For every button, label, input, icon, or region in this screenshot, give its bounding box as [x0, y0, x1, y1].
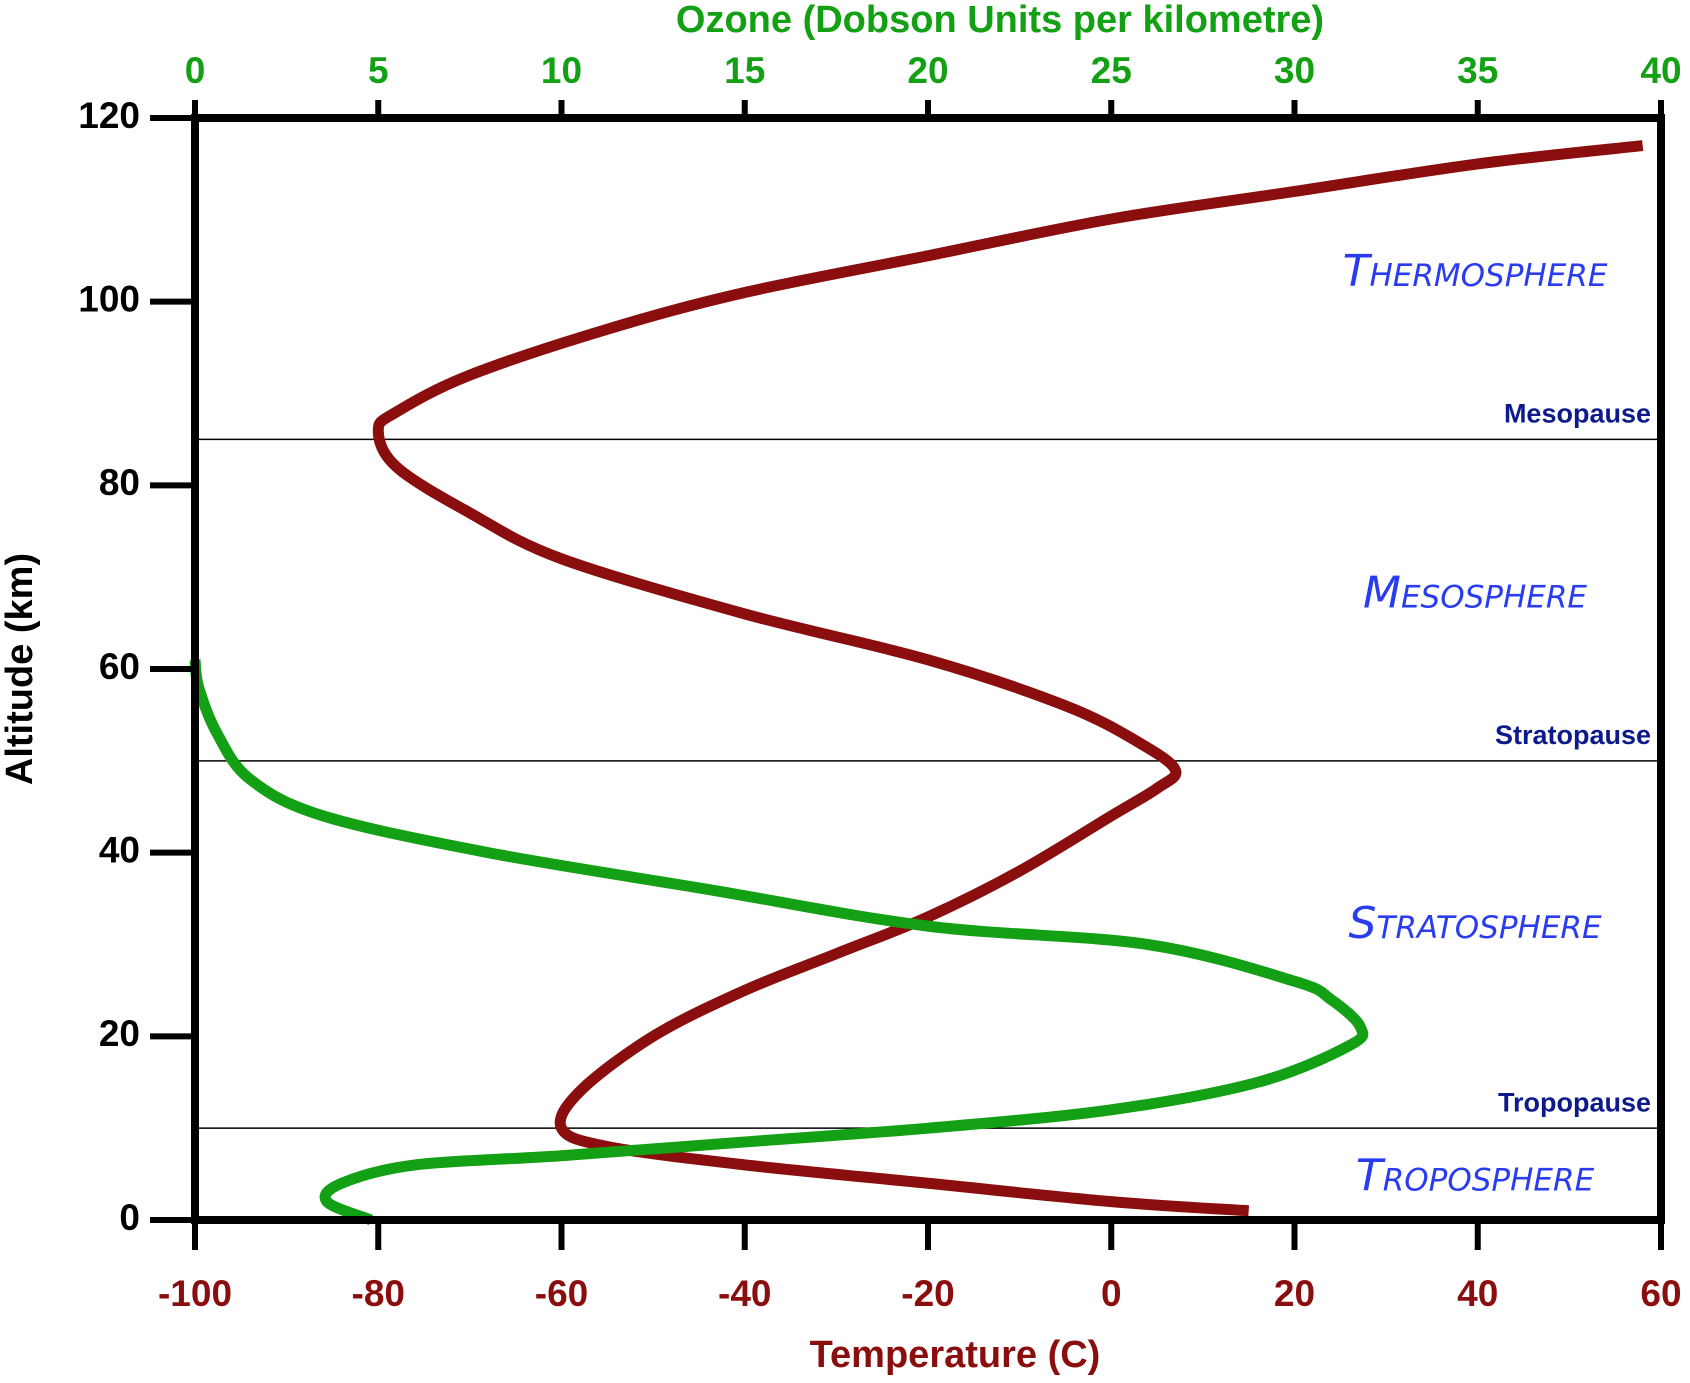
y-tick-label: 60: [99, 646, 140, 687]
layer-label: Thermosphere: [1343, 246, 1608, 297]
layer-label: Mesosphere: [1363, 568, 1587, 619]
x-tick-label: -100: [158, 1273, 232, 1314]
x-tick-label: 0: [1101, 1273, 1122, 1314]
layer-label: Troposphere: [1356, 1151, 1595, 1202]
y-tick-label: 80: [99, 462, 140, 503]
y-tick-label: 0: [119, 1197, 140, 1238]
x2-tick-label: 0: [185, 50, 206, 91]
x2-tick-label: 25: [1091, 50, 1132, 91]
y-tick-label: 40: [99, 829, 140, 870]
x-tick-label: -20: [901, 1273, 954, 1314]
data-line: [189, 659, 1369, 1226]
y-tick-label: 120: [78, 95, 140, 136]
x-tick-label: 60: [1640, 1273, 1681, 1314]
x-tick-label: -60: [535, 1273, 588, 1314]
x-tick-label: -40: [718, 1273, 771, 1314]
x-tick-label: -80: [352, 1273, 405, 1314]
y-tick-label: 20: [99, 1013, 140, 1054]
layer-label: Stratosphere: [1348, 898, 1602, 949]
x2-tick-label: 40: [1640, 50, 1681, 91]
data-line: [372, 140, 1644, 1217]
x-tick-label: 40: [1457, 1273, 1498, 1314]
x2-tick-label: 5: [368, 50, 389, 91]
boundary-label: Tropopause: [1498, 1087, 1651, 1117]
y-tick-label: 100: [78, 278, 140, 319]
chart-title: Ozone (Dobson Units per kilometre): [676, 0, 1324, 41]
x-tick-label: 20: [1274, 1273, 1315, 1314]
x2-tick-label: 10: [541, 50, 582, 91]
x2-tick-label: 15: [724, 50, 765, 91]
x2-tick-label: 30: [1274, 50, 1315, 91]
x2-tick-label: 20: [907, 50, 948, 91]
x-axis-title: Temperature (C): [810, 1334, 1101, 1376]
y-axis-title: Altitude (km): [0, 553, 41, 785]
boundary-label: Stratopause: [1495, 720, 1651, 750]
x2-tick-label: 35: [1457, 50, 1498, 91]
boundary-label: Mesopause: [1504, 399, 1651, 429]
